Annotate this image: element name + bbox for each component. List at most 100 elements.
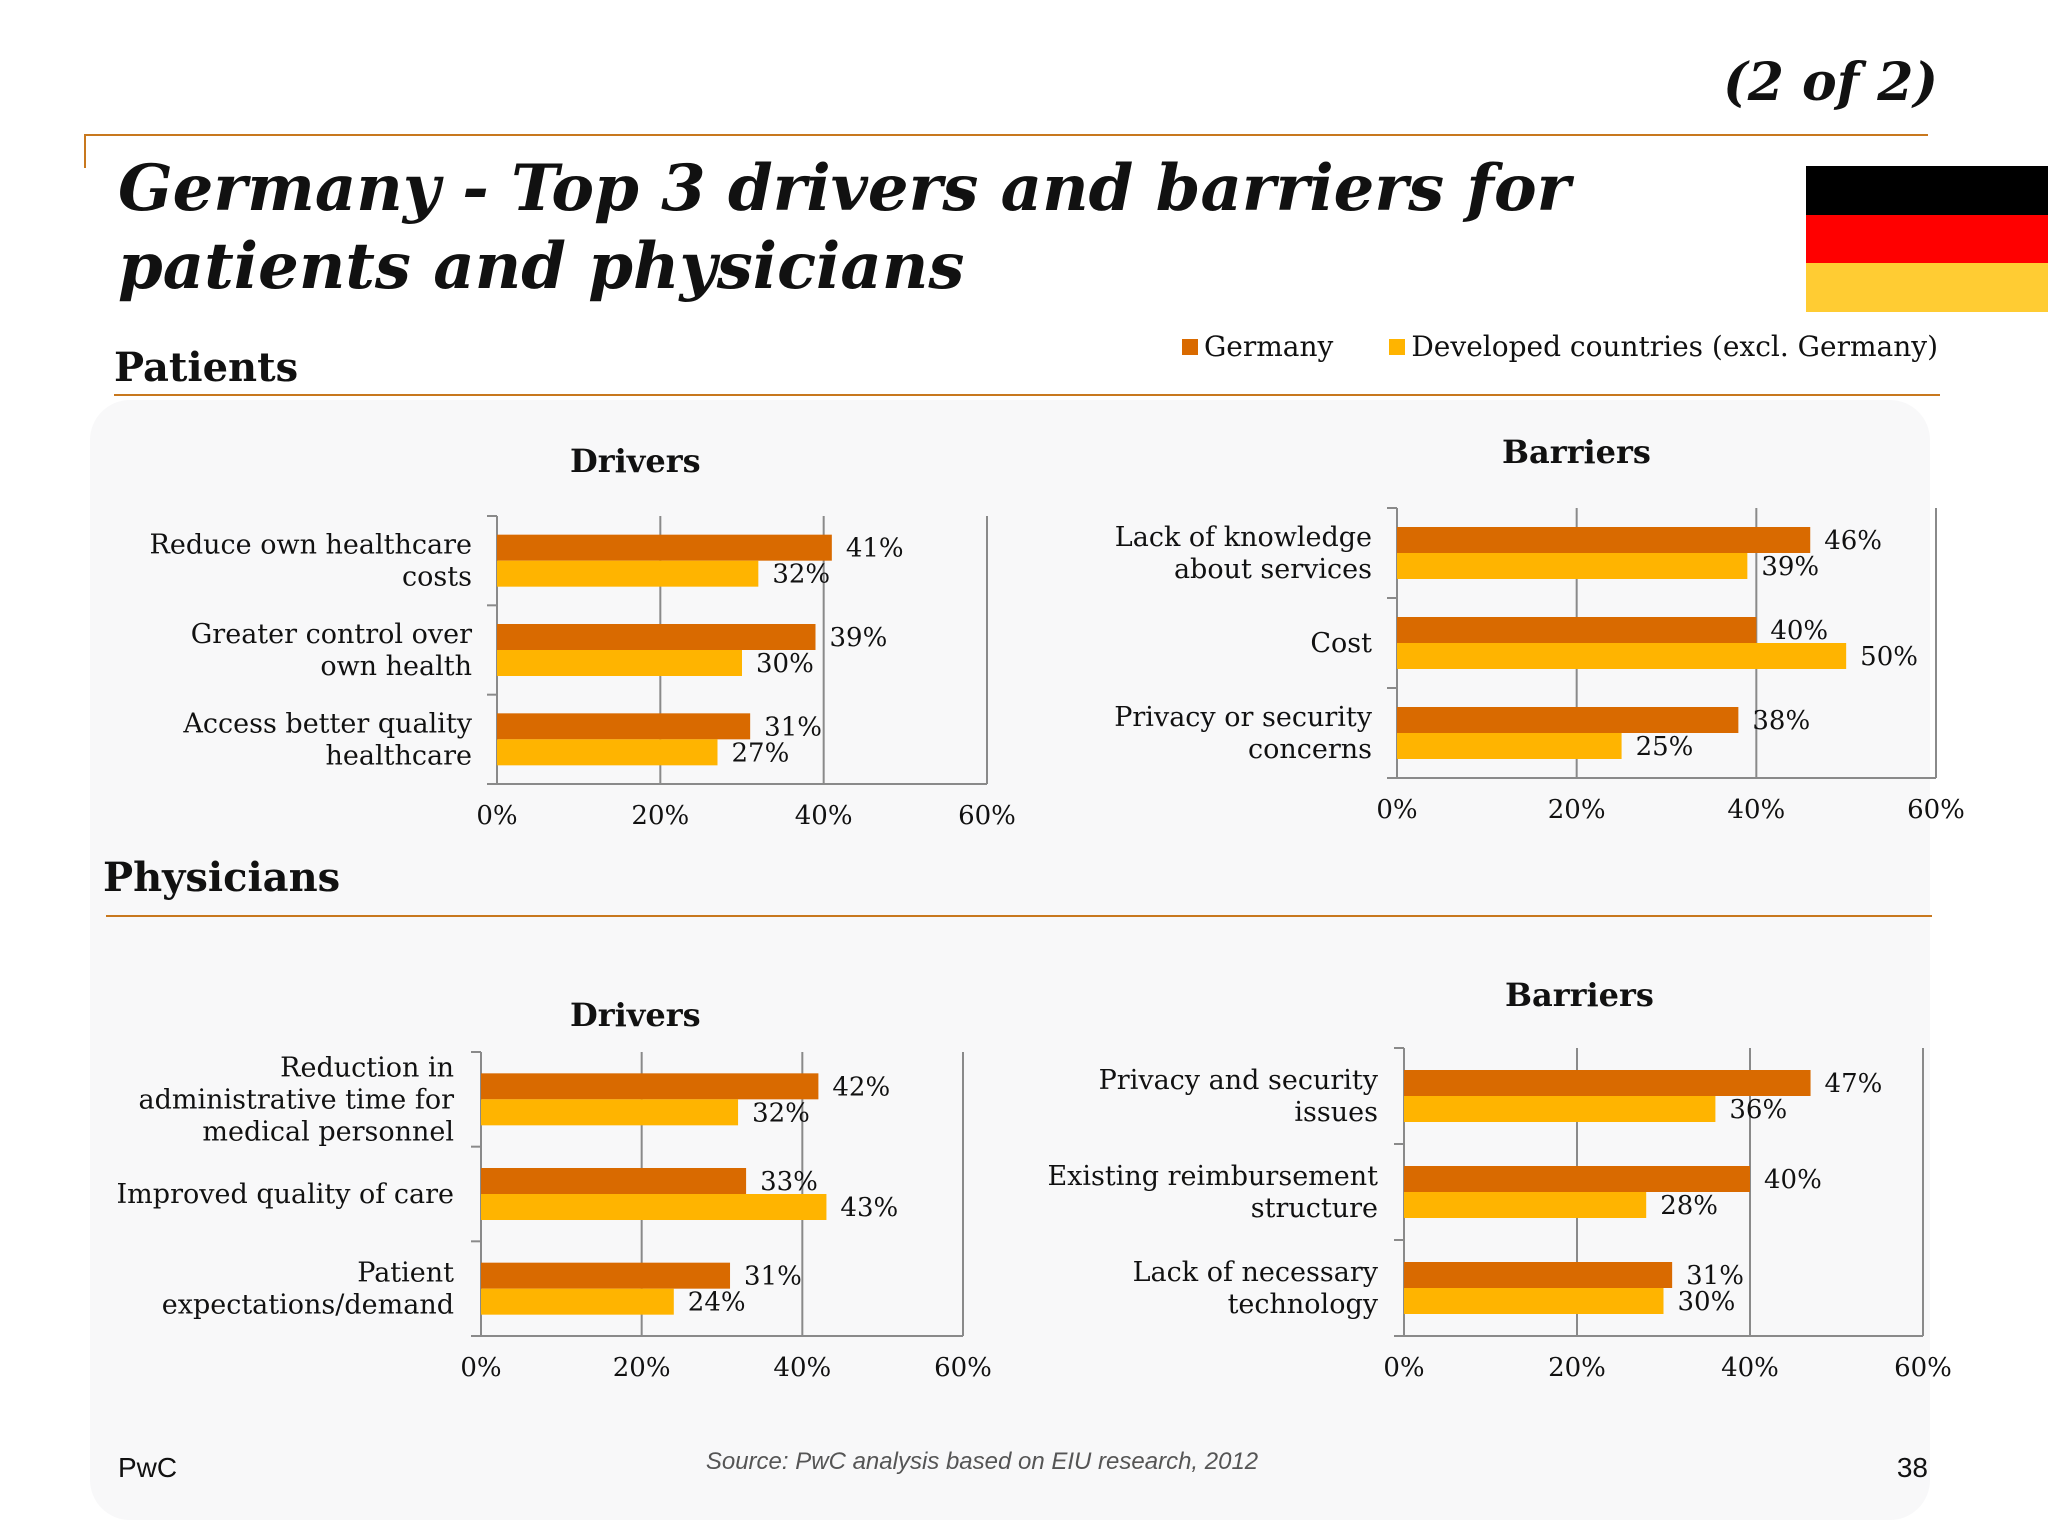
tick-label-physicians-drivers-2: 40% bbox=[773, 1353, 831, 1383]
footer-page-number: 38 bbox=[1896, 1452, 1928, 1483]
data-label-patients-barriers-2-germany: 38% bbox=[1752, 706, 1810, 736]
title-tick bbox=[84, 134, 86, 168]
bar-patients-barriers-2-developed bbox=[1397, 733, 1622, 759]
bar-patients-drivers-2-germany bbox=[497, 713, 751, 740]
category-label-physicians-drivers-1-0: Improved quality of care bbox=[117, 1179, 454, 1210]
data-label-physicians-barriers-0-germany: 47% bbox=[1825, 1069, 1883, 1099]
bar-patients-barriers-0-germany bbox=[1397, 527, 1811, 553]
tick-label-patients-drivers-2: 40% bbox=[795, 801, 853, 831]
section-rule-patients bbox=[114, 394, 1940, 396]
tick-label-patients-drivers-1: 20% bbox=[631, 801, 689, 831]
flag-stripe-red bbox=[1806, 214, 2048, 264]
legend-item-developed: Developed countries (excl. Germany) bbox=[1389, 330, 1938, 363]
category-label-physicians-drivers-0-2: medical personnel bbox=[202, 1116, 454, 1147]
bar-physicians-drivers-0-germany bbox=[481, 1073, 819, 1100]
category-label-patients-drivers-1-0: Greater control over bbox=[191, 619, 472, 650]
tick-label-physicians-barriers-0: 0% bbox=[1383, 1353, 1424, 1383]
tick-label-physicians-barriers-2: 40% bbox=[1721, 1353, 1779, 1383]
category-label-patients-drivers-0-0: Reduce own healthcare bbox=[150, 530, 472, 561]
tick-label-patients-barriers-3: 60% bbox=[1907, 795, 1965, 825]
bar-physicians-barriers-1-developed bbox=[1404, 1192, 1647, 1218]
data-label-physicians-drivers-1-developed: 43% bbox=[840, 1193, 898, 1223]
section-rule-physicians bbox=[106, 915, 1932, 917]
bar-physicians-barriers-2-developed bbox=[1404, 1288, 1664, 1314]
legend-swatch-developed bbox=[1389, 338, 1406, 355]
data-label-physicians-drivers-2-germany: 31% bbox=[744, 1262, 802, 1292]
tick-label-patients-barriers-0: 0% bbox=[1376, 795, 1417, 825]
bar-physicians-barriers-0-germany bbox=[1404, 1070, 1811, 1096]
bar-patients-drivers-0-germany bbox=[497, 534, 832, 561]
bar-patients-barriers-2-germany bbox=[1397, 707, 1739, 733]
data-label-patients-barriers-0-developed: 39% bbox=[1761, 552, 1819, 582]
data-label-patients-drivers-1-developed: 30% bbox=[756, 649, 814, 679]
page-number-label: (2 of 2) bbox=[1723, 52, 1938, 113]
category-label-physicians-barriers-2-1: technology bbox=[1228, 1289, 1379, 1320]
bar-patients-drivers-1-developed bbox=[497, 650, 742, 676]
bar-patients-barriers-0-developed bbox=[1397, 553, 1748, 579]
tick-label-physicians-drivers-0: 0% bbox=[460, 1353, 501, 1383]
bar-patients-drivers-2-developed bbox=[497, 739, 718, 766]
data-label-physicians-drivers-2-developed: 24% bbox=[688, 1288, 746, 1318]
bar-patients-drivers-0-developed bbox=[497, 560, 759, 587]
category-label-physicians-drivers-2-0: Patient bbox=[357, 1258, 454, 1289]
tick-label-patients-barriers-1: 20% bbox=[1548, 795, 1606, 825]
data-label-patients-barriers-0-germany: 46% bbox=[1824, 526, 1882, 556]
bar-patients-barriers-1-developed bbox=[1397, 643, 1847, 669]
bar-physicians-barriers-2-germany bbox=[1404, 1262, 1673, 1288]
title-rule bbox=[84, 134, 1928, 136]
data-label-patients-drivers-2-germany: 31% bbox=[764, 712, 822, 742]
data-label-physicians-barriers-1-developed: 28% bbox=[1660, 1191, 1718, 1221]
footer-source: Source: PwC analysis based on EIU resear… bbox=[705, 1448, 1259, 1475]
tick-label-patients-drivers-3: 60% bbox=[958, 801, 1016, 831]
category-label-patients-drivers-2-1: healthcare bbox=[326, 740, 472, 771]
bar-physicians-barriers-1-germany bbox=[1404, 1166, 1750, 1192]
category-label-physicians-barriers-1-1: structure bbox=[1251, 1193, 1378, 1224]
tick-label-physicians-drivers-3: 60% bbox=[934, 1353, 992, 1383]
bar-physicians-drivers-1-developed bbox=[481, 1194, 827, 1220]
tick-label-physicians-barriers-1: 20% bbox=[1548, 1353, 1606, 1383]
category-label-patients-barriers-0-0: Lack of knowledge bbox=[1115, 522, 1372, 553]
footer-brand: PwC bbox=[118, 1452, 178, 1483]
bar-physicians-drivers-2-developed bbox=[481, 1288, 674, 1315]
chart-title-physicians-barriers: Barriers bbox=[1505, 976, 1654, 1014]
legend-item-germany: Germany bbox=[1181, 330, 1334, 363]
data-label-physicians-barriers-1-germany: 40% bbox=[1764, 1165, 1822, 1195]
tick-label-patients-barriers-2: 40% bbox=[1727, 795, 1785, 825]
background-map-silhouette bbox=[90, 400, 1930, 1520]
flag-stripe-gold bbox=[1806, 263, 2048, 313]
category-label-patients-barriers-0-1: about services bbox=[1174, 554, 1372, 585]
flag-stripe-black bbox=[1806, 166, 2048, 215]
data-label-patients-barriers-1-germany: 40% bbox=[1770, 616, 1828, 646]
category-label-physicians-barriers-0-0: Privacy and security bbox=[1099, 1065, 1379, 1096]
data-label-physicians-barriers-2-germany: 31% bbox=[1686, 1261, 1744, 1291]
chart-title-patients-drivers: Drivers bbox=[570, 442, 701, 480]
tick-label-patients-drivers-0: 0% bbox=[476, 801, 517, 831]
tick-label-physicians-drivers-1: 20% bbox=[613, 1353, 671, 1383]
category-label-physicians-drivers-0-1: administrative time for bbox=[139, 1084, 455, 1115]
data-label-physicians-barriers-0-developed: 36% bbox=[1729, 1095, 1787, 1125]
chart-legend: Germany Developed countries (excl. Germa… bbox=[1181, 330, 1938, 363]
category-label-physicians-drivers-0-0: Reduction in bbox=[280, 1052, 454, 1083]
bar-patients-barriers-1-germany bbox=[1397, 617, 1757, 643]
page-title: Germany - Top 3 drivers and barriers for… bbox=[118, 151, 1571, 304]
data-label-patients-barriers-1-developed: 50% bbox=[1860, 642, 1918, 672]
legend-swatch-germany bbox=[1181, 338, 1198, 355]
section-heading-physicians: Physicians bbox=[103, 854, 341, 901]
category-label-patients-barriers-1-0: Cost bbox=[1310, 628, 1372, 659]
data-label-patients-drivers-2-developed: 27% bbox=[732, 738, 790, 768]
bar-physicians-barriers-0-developed bbox=[1404, 1096, 1716, 1122]
category-label-physicians-drivers-2-1: expectations/demand bbox=[162, 1290, 454, 1321]
legend-label-developed: Developed countries (excl. Germany) bbox=[1411, 330, 1938, 363]
category-label-physicians-barriers-0-1: issues bbox=[1294, 1097, 1378, 1128]
data-label-patients-drivers-1-germany: 39% bbox=[830, 623, 888, 653]
data-label-patients-drivers-0-germany: 41% bbox=[846, 534, 904, 564]
category-label-physicians-barriers-2-0: Lack of necessary bbox=[1133, 1257, 1379, 1288]
tick-label-physicians-barriers-3: 60% bbox=[1894, 1353, 1952, 1383]
legend-label-germany: Germany bbox=[1203, 330, 1334, 363]
bar-physicians-drivers-1-germany bbox=[481, 1168, 747, 1194]
chart-title-patients-barriers: Barriers bbox=[1502, 433, 1651, 471]
data-label-physicians-drivers-1-germany: 33% bbox=[760, 1167, 818, 1197]
category-label-patients-barriers-2-0: Privacy or security bbox=[1114, 702, 1372, 733]
category-label-patients-barriers-2-1: concerns bbox=[1248, 734, 1372, 765]
